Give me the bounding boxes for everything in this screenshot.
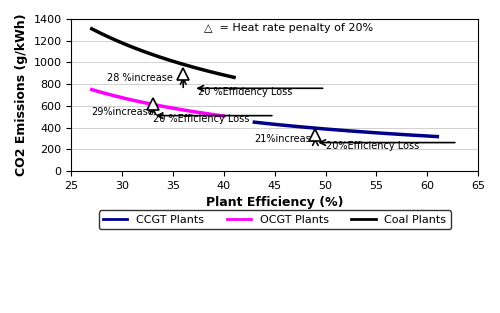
X-axis label: Plant Efficiency (%): Plant Efficiency (%) (206, 196, 344, 209)
Text: 20%Efficiency Loss: 20%Efficiency Loss (326, 141, 419, 151)
Y-axis label: CO2 Emissions (g/kWh): CO2 Emissions (g/kWh) (15, 14, 28, 176)
Text: 20 %Efficiency Loss: 20 %Efficiency Loss (152, 114, 249, 124)
Text: 28 %increase: 28 %increase (107, 73, 173, 83)
Legend: CCGT Plants, OCGT Plants, Coal Plants: CCGT Plants, OCGT Plants, Coal Plants (98, 210, 451, 229)
Text: 20 %Effidency Loss: 20 %Effidency Loss (198, 87, 293, 97)
Text: 29%increase: 29%increase (92, 107, 154, 117)
Text: 21%increase: 21%increase (254, 134, 317, 144)
Text: △  = Heat rate penalty of 20%: △ = Heat rate penalty of 20% (204, 23, 372, 33)
